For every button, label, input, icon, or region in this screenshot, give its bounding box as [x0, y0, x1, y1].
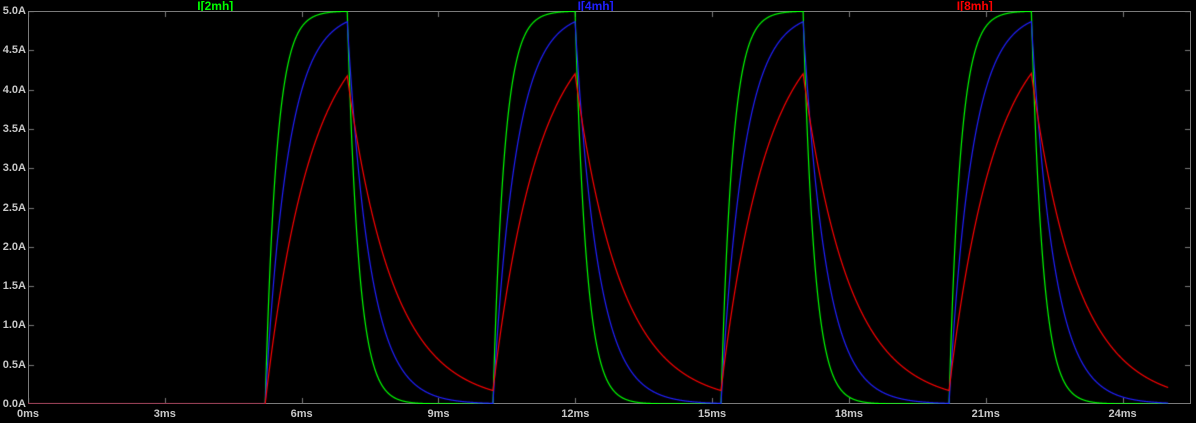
y-tick-label: 3.0A — [2, 162, 26, 175]
y-tick-label: 0.0A — [2, 398, 26, 410]
plot-canvas[interactable] — [28, 11, 1191, 404]
x-tick-label: 12ms — [561, 408, 590, 420]
x-tick-label: 9ms — [427, 408, 450, 420]
x-tick-label: 3ms — [153, 408, 176, 420]
x-tick-label: 24ms — [1108, 408, 1137, 420]
trace-label-i8mh[interactable]: I[8mh] — [956, 0, 993, 13]
x-tick-label: 18ms — [834, 408, 864, 420]
y-tick-label: 1.0A — [2, 319, 26, 332]
y-tick-label: 3.5A — [2, 122, 26, 135]
y-tick-label: 2.0A — [2, 240, 26, 253]
trace-label-i2mh[interactable]: I[2mh] — [197, 0, 234, 13]
y-tick-label: 1.5A — [2, 280, 26, 293]
x-tick-label: 21ms — [971, 408, 1000, 420]
y-tick-label: 0.5A — [2, 358, 26, 371]
y-tick-label: 4.0A — [2, 83, 26, 96]
x-tick-label: 15ms — [698, 408, 727, 420]
y-tick-label: 5.0A — [2, 5, 26, 17]
x-tick-label: 0ms — [16, 408, 40, 420]
y-tick-label: 4.5A — [2, 44, 26, 57]
x-tick-label: 6ms — [290, 408, 313, 420]
trace-label-i4mh[interactable]: I[4mh] — [577, 0, 614, 13]
y-tick-label: 2.5A — [2, 201, 26, 214]
